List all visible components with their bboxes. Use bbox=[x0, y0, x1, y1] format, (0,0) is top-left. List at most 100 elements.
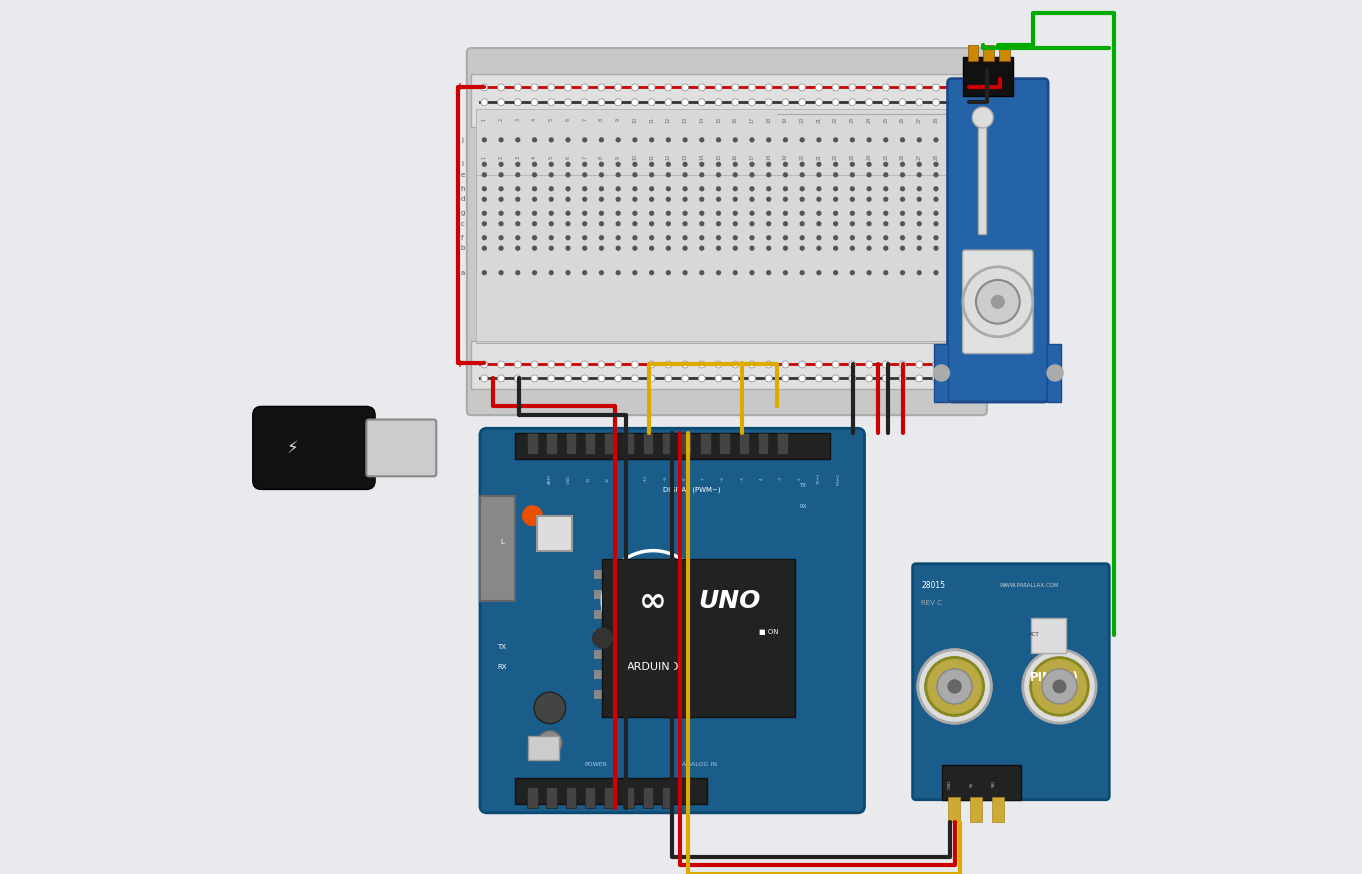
Circle shape bbox=[599, 235, 605, 240]
Text: 13: 13 bbox=[682, 154, 688, 161]
Text: 1: 1 bbox=[482, 156, 486, 159]
Circle shape bbox=[650, 197, 654, 202]
Circle shape bbox=[749, 162, 755, 167]
Circle shape bbox=[632, 137, 637, 142]
Circle shape bbox=[783, 186, 789, 191]
Circle shape bbox=[666, 197, 671, 202]
Circle shape bbox=[933, 246, 938, 251]
Circle shape bbox=[564, 99, 572, 106]
Circle shape bbox=[849, 99, 855, 106]
Circle shape bbox=[866, 162, 872, 167]
Circle shape bbox=[733, 162, 738, 167]
Circle shape bbox=[850, 186, 855, 191]
Text: 5: 5 bbox=[549, 156, 554, 159]
Text: b: b bbox=[460, 246, 464, 251]
Text: GND: GND bbox=[567, 475, 571, 483]
Circle shape bbox=[834, 186, 838, 191]
Text: 3: 3 bbox=[515, 118, 520, 121]
Bar bbox=[515, 778, 707, 804]
Circle shape bbox=[582, 172, 587, 177]
Circle shape bbox=[498, 270, 504, 275]
Text: f: f bbox=[987, 235, 990, 240]
Text: 29: 29 bbox=[951, 116, 955, 123]
Bar bbox=[662, 433, 673, 454]
Circle shape bbox=[951, 186, 955, 191]
Circle shape bbox=[666, 211, 671, 216]
Circle shape bbox=[616, 211, 621, 216]
Circle shape bbox=[917, 221, 922, 226]
Circle shape bbox=[915, 361, 922, 368]
Text: 15: 15 bbox=[716, 116, 720, 123]
Circle shape bbox=[515, 246, 520, 251]
Circle shape bbox=[515, 99, 522, 106]
Circle shape bbox=[733, 197, 738, 202]
Circle shape bbox=[933, 375, 940, 382]
FancyBboxPatch shape bbox=[253, 406, 375, 489]
Circle shape bbox=[582, 375, 588, 382]
Circle shape bbox=[650, 235, 654, 240]
Circle shape bbox=[765, 270, 771, 275]
Circle shape bbox=[533, 270, 537, 275]
Circle shape bbox=[616, 137, 621, 142]
Circle shape bbox=[515, 137, 520, 142]
Circle shape bbox=[749, 186, 755, 191]
Circle shape bbox=[966, 375, 972, 382]
Text: d: d bbox=[986, 197, 990, 202]
Circle shape bbox=[648, 361, 655, 368]
Text: 10: 10 bbox=[632, 116, 637, 123]
Circle shape bbox=[498, 162, 504, 167]
Circle shape bbox=[515, 162, 520, 167]
Circle shape bbox=[598, 375, 605, 382]
Bar bbox=[934, 343, 948, 402]
Text: 19: 19 bbox=[783, 154, 789, 161]
Circle shape bbox=[883, 84, 889, 91]
Circle shape bbox=[699, 270, 704, 275]
Circle shape bbox=[482, 162, 488, 167]
Bar bbox=[643, 433, 652, 454]
Circle shape bbox=[917, 162, 922, 167]
Circle shape bbox=[915, 375, 922, 382]
FancyBboxPatch shape bbox=[366, 420, 436, 476]
Circle shape bbox=[549, 186, 554, 191]
Circle shape bbox=[681, 99, 689, 106]
Text: c: c bbox=[460, 221, 464, 226]
Circle shape bbox=[816, 186, 821, 191]
Circle shape bbox=[548, 375, 554, 382]
Circle shape bbox=[799, 270, 805, 275]
Circle shape bbox=[682, 211, 688, 216]
Circle shape bbox=[599, 197, 605, 202]
Circle shape bbox=[834, 221, 838, 226]
Circle shape bbox=[565, 211, 571, 216]
Circle shape bbox=[538, 731, 563, 755]
Bar bbox=[643, 787, 652, 808]
Circle shape bbox=[616, 235, 621, 240]
Circle shape bbox=[650, 186, 654, 191]
Circle shape bbox=[798, 84, 806, 91]
Circle shape bbox=[949, 99, 956, 106]
Circle shape bbox=[783, 162, 789, 167]
Bar bbox=[963, 57, 1013, 96]
Circle shape bbox=[977, 280, 1020, 323]
Circle shape bbox=[582, 197, 587, 202]
Circle shape bbox=[951, 162, 955, 167]
Bar bbox=[546, 787, 557, 808]
Circle shape bbox=[834, 246, 838, 251]
Circle shape bbox=[482, 235, 488, 240]
Text: f: f bbox=[462, 235, 463, 240]
Circle shape bbox=[783, 137, 789, 142]
Bar bbox=[943, 765, 1020, 800]
Circle shape bbox=[883, 361, 889, 368]
Circle shape bbox=[632, 235, 637, 240]
Circle shape bbox=[515, 361, 522, 368]
Bar bbox=[681, 433, 692, 454]
Text: ~5: ~5 bbox=[740, 475, 744, 482]
Text: 17: 17 bbox=[749, 154, 755, 161]
Text: 7: 7 bbox=[701, 477, 706, 481]
Text: ACT: ACT bbox=[1030, 632, 1039, 637]
FancyBboxPatch shape bbox=[963, 250, 1032, 353]
Circle shape bbox=[599, 186, 605, 191]
Circle shape bbox=[614, 361, 621, 368]
Circle shape bbox=[949, 84, 956, 91]
Text: 2: 2 bbox=[498, 118, 504, 121]
Circle shape bbox=[933, 197, 938, 202]
